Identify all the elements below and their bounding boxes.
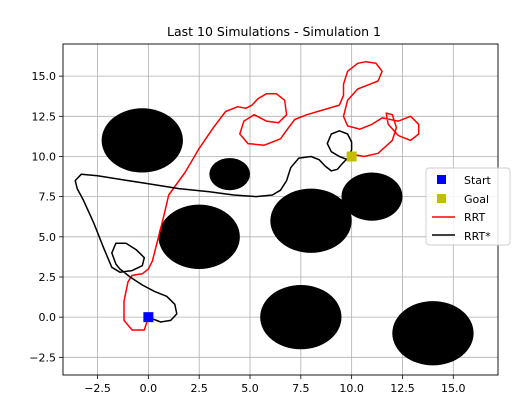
y-tick-label: 12.5 [32, 110, 57, 123]
series [74, 60, 420, 331]
legend-label-goal: Goal [464, 193, 489, 206]
x-tick-label: 12.5 [390, 382, 415, 395]
x-tick-label: 0.0 [140, 382, 158, 395]
ticks: −2.5 0.0 2.5 5.0 7.5 10.0 12.5 15.0 −2.5 0.0 2.5 5.… [29, 70, 465, 395]
chart-title: Last 10 Simulations - Simulation 1 [167, 24, 381, 39]
series-line-rrt-star [74, 130, 353, 323]
series-line-rrt [123, 60, 420, 331]
obstacle [101, 108, 183, 173]
y-tick-label: 2.5 [39, 271, 57, 284]
legend-frame [425, 167, 511, 246]
goal-marker [346, 151, 357, 162]
legend-label-start: Start [464, 174, 492, 187]
legend: Start Goal RRT RRT* [425, 167, 511, 246]
y-tick-label: 0.0 [39, 311, 57, 324]
start-marker [143, 312, 154, 323]
legend-marker-goal [437, 194, 446, 203]
y-tick-label: 7.5 [39, 191, 57, 204]
x-tick-label: 15.0 [441, 382, 466, 395]
y-tick-label: 10.0 [32, 150, 57, 163]
y-tick-label: −2.5 [29, 351, 56, 364]
obstacle [392, 301, 474, 366]
legend-label-rrt-star: RRT* [464, 230, 491, 243]
obstacle [158, 204, 240, 269]
obstacles [101, 108, 474, 366]
x-tick-label: 7.5 [292, 382, 310, 395]
y-tick-label: 5.0 [39, 231, 57, 244]
obstacle [260, 285, 342, 350]
y-tick-label: 15.0 [32, 70, 57, 83]
x-tick-label: 5.0 [241, 382, 259, 395]
legend-label-rrt: RRT [464, 211, 485, 224]
x-tick-label: −2.5 [84, 382, 111, 395]
obstacle [341, 172, 403, 221]
obstacle [270, 188, 352, 253]
x-tick-label: 10.0 [339, 382, 364, 395]
obstacle [209, 158, 251, 191]
x-tick-label: 2.5 [190, 382, 208, 395]
legend-marker-start [437, 175, 446, 184]
